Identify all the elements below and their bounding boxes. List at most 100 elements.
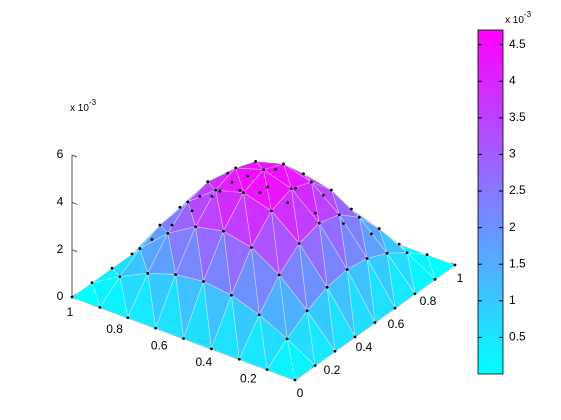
vertex-marker — [158, 223, 162, 227]
z-tick-label: 2 — [57, 242, 64, 256]
vertex-marker — [214, 188, 218, 192]
vertex-marker — [182, 337, 185, 340]
surface-face — [398, 243, 428, 255]
vertex-marker — [405, 251, 409, 255]
vertex-marker — [222, 229, 225, 233]
colorbar-tick-label: 1 — [509, 293, 516, 307]
vertex-marker — [118, 275, 122, 279]
x-tick-label: 0.6 — [388, 317, 405, 331]
y-tick-label: 0.8 — [106, 322, 123, 336]
colorbar-tick-label: 2.5 — [509, 183, 526, 197]
vertex-marker — [206, 180, 210, 184]
vertex-marker — [258, 190, 262, 194]
vertex-marker — [365, 257, 369, 260]
vertex-marker — [262, 168, 265, 172]
vertex-marker — [313, 364, 317, 368]
surface-face — [183, 281, 212, 350]
vertex-marker — [246, 174, 250, 178]
surface-face — [99, 275, 129, 319]
vertex-marker — [453, 263, 457, 267]
vertex-marker — [333, 349, 337, 353]
vertex-marker — [70, 295, 74, 299]
vertex-marker — [337, 213, 341, 217]
vertex-marker — [345, 268, 349, 271]
vertex-marker — [302, 172, 305, 176]
x-tick-label: 0 — [297, 386, 304, 400]
vertex-marker — [314, 211, 318, 215]
vertex-marker — [357, 215, 361, 219]
vertex-marker — [202, 280, 205, 283]
surface-face — [71, 282, 101, 308]
vertex-marker — [285, 337, 289, 341]
vertex-marker — [266, 185, 270, 189]
vertex-marker — [329, 188, 333, 192]
z-tick-label: 0 — [57, 289, 64, 303]
surface-face — [290, 181, 320, 224]
vertex-marker — [269, 209, 273, 213]
surface-face — [266, 338, 296, 381]
y-tick-label: 0.4 — [195, 355, 212, 369]
vertex-marker — [150, 238, 154, 241]
vertex-marker — [349, 207, 353, 211]
z-tick-label: 6 — [57, 147, 64, 161]
vertex-marker — [433, 277, 437, 281]
vertex-marker — [154, 326, 158, 330]
vertex-marker — [274, 167, 278, 171]
surface-face — [238, 313, 268, 371]
z-tick — [71, 249, 78, 253]
vertex-marker — [226, 171, 230, 175]
vertex-marker — [373, 321, 377, 324]
vertex-marker — [198, 194, 202, 198]
vertex-marker — [229, 293, 233, 297]
vertex-marker — [397, 242, 401, 246]
colorbar — [477, 29, 504, 375]
vertex-marker — [257, 313, 261, 317]
vertex-marker — [138, 247, 142, 250]
vertex-marker — [218, 189, 222, 193]
vertex-marker — [190, 209, 194, 213]
colorbar-tick-label: 0.5 — [509, 330, 526, 344]
surface-face — [215, 189, 245, 233]
vertex-marker — [90, 281, 94, 285]
vertex-marker — [130, 252, 134, 256]
vertex-marker — [174, 273, 178, 276]
vertex-marker — [237, 357, 241, 361]
z-tick — [71, 201, 78, 205]
vertex-marker — [377, 227, 381, 230]
vertex-marker — [146, 271, 150, 275]
colorbar-multiplier-base: x 10 — [505, 15, 524, 26]
vertex-marker — [230, 180, 234, 184]
surface-face — [155, 274, 184, 340]
vertex-marker — [369, 232, 373, 236]
z-tick-label: 4 — [57, 195, 64, 209]
vertex-marker — [297, 242, 301, 245]
vertex-marker — [170, 223, 174, 227]
vertex-marker — [254, 159, 258, 163]
vertex-marker — [249, 246, 253, 249]
z-multiplier: x 10-3 — [70, 98, 97, 114]
vertex-marker — [289, 187, 293, 191]
vertex-marker — [353, 335, 357, 339]
vertex-marker — [210, 194, 214, 198]
y-tick-label: 0.6 — [151, 338, 168, 352]
vertex-marker — [194, 225, 198, 229]
vertex-marker — [238, 189, 242, 192]
vertex-marker — [265, 368, 269, 372]
y-tick-label: 1 — [67, 305, 74, 319]
vertex-marker — [178, 205, 182, 209]
vertex-marker — [413, 292, 417, 296]
vertex-marker — [385, 251, 389, 255]
vertex-marker — [325, 285, 329, 289]
colorbar-multiplier-exponent: -3 — [524, 10, 532, 19]
vertex-marker — [342, 222, 345, 225]
x-tick-label: 0.4 — [356, 340, 373, 354]
surface-face — [127, 272, 157, 329]
vertex-marker — [293, 378, 297, 382]
vertex-marker — [186, 200, 190, 204]
colorbar-multiplier: x 10-3 — [505, 10, 532, 26]
colorbar-tick-label: 1.5 — [509, 256, 526, 270]
vertex-marker — [393, 306, 397, 310]
surface-face — [406, 252, 436, 280]
x-tick-label: 0.2 — [324, 363, 341, 377]
